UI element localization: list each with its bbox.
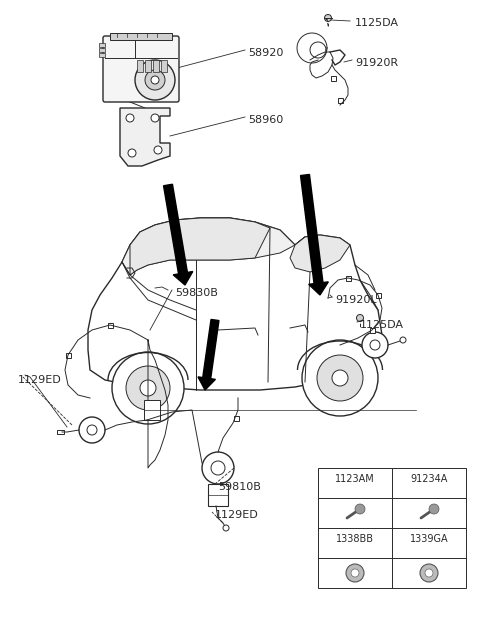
Bar xyxy=(337,97,343,103)
Circle shape xyxy=(370,340,380,350)
Polygon shape xyxy=(88,218,382,390)
Circle shape xyxy=(140,380,156,396)
Circle shape xyxy=(145,70,165,90)
Circle shape xyxy=(332,370,348,386)
Polygon shape xyxy=(290,235,350,272)
Circle shape xyxy=(79,417,105,443)
Bar xyxy=(145,60,151,72)
Text: 91234A: 91234A xyxy=(410,473,448,483)
Circle shape xyxy=(135,60,175,100)
Circle shape xyxy=(126,114,134,122)
Polygon shape xyxy=(164,184,193,285)
Bar xyxy=(233,415,239,420)
Circle shape xyxy=(355,504,365,514)
Polygon shape xyxy=(57,430,63,434)
Circle shape xyxy=(112,352,184,424)
Bar xyxy=(318,468,466,588)
Text: 1339GA: 1339GA xyxy=(410,534,448,543)
Polygon shape xyxy=(120,108,170,166)
Bar xyxy=(99,53,105,57)
Circle shape xyxy=(154,146,162,154)
Circle shape xyxy=(351,569,359,577)
Circle shape xyxy=(87,425,97,435)
Text: 1129ED: 1129ED xyxy=(215,510,259,520)
Text: 91920L: 91920L xyxy=(335,295,377,305)
Bar xyxy=(153,60,159,72)
Circle shape xyxy=(126,366,170,410)
Circle shape xyxy=(151,114,159,122)
Text: 1123AM: 1123AM xyxy=(335,473,375,483)
Bar xyxy=(331,76,336,80)
Polygon shape xyxy=(122,218,305,275)
Bar xyxy=(346,275,350,280)
Text: 58960: 58960 xyxy=(248,115,283,125)
Text: 1129ED: 1129ED xyxy=(18,375,62,385)
Text: 58920: 58920 xyxy=(248,48,283,58)
Circle shape xyxy=(202,452,234,484)
Text: 91920R: 91920R xyxy=(355,58,398,68)
Circle shape xyxy=(357,315,363,322)
Text: 59810B: 59810B xyxy=(218,482,261,492)
Circle shape xyxy=(400,337,406,343)
Circle shape xyxy=(317,355,363,401)
Bar xyxy=(99,43,105,47)
Bar xyxy=(370,327,374,333)
Polygon shape xyxy=(198,319,219,390)
Text: 59830B: 59830B xyxy=(175,288,218,298)
Circle shape xyxy=(420,564,438,582)
Circle shape xyxy=(223,525,229,531)
Bar xyxy=(137,60,143,72)
Circle shape xyxy=(128,149,136,157)
Bar xyxy=(110,33,172,40)
Bar xyxy=(144,400,160,420)
Circle shape xyxy=(324,15,332,22)
Bar xyxy=(108,322,112,327)
Circle shape xyxy=(302,340,378,416)
Bar xyxy=(375,292,381,297)
Circle shape xyxy=(425,569,433,577)
Circle shape xyxy=(346,564,364,582)
Text: 1125DA: 1125DA xyxy=(355,18,399,28)
Bar xyxy=(99,48,105,52)
Text: 1338BB: 1338BB xyxy=(336,534,374,543)
Polygon shape xyxy=(300,175,328,295)
Bar xyxy=(161,60,167,72)
Circle shape xyxy=(362,332,388,358)
Circle shape xyxy=(429,504,439,514)
Circle shape xyxy=(151,76,159,84)
FancyBboxPatch shape xyxy=(103,36,179,102)
Circle shape xyxy=(211,461,225,475)
Bar xyxy=(208,484,228,506)
Polygon shape xyxy=(130,218,270,275)
Text: 1125DA: 1125DA xyxy=(360,320,404,330)
Bar xyxy=(65,352,71,357)
